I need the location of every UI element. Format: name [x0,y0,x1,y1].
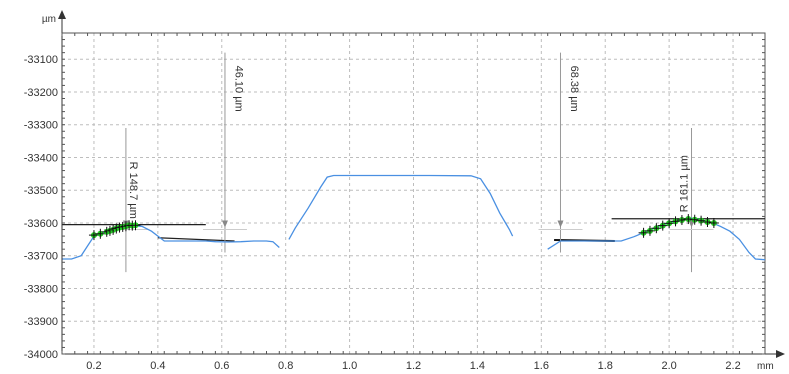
y-tick-label: -33900 [24,316,58,328]
profile-line-segment [62,224,280,260]
marker-arrow [688,220,695,228]
x-axis-arrow [776,350,785,358]
y-tick-label: -33100 [24,54,58,66]
tick-labels: 0.2 0.4 0.6 0.8 1.0 1.2 1.4 1.6 1.8 2.0 2.2 -34000 -… [24,54,741,372]
marker-arrow [221,220,228,228]
x-tick-label: 0.4 [150,360,165,372]
measurement-label: R 148.7 µm [127,162,139,219]
x-tick-label: 2.0 [661,360,676,372]
x-tick-label: 1.2 [406,360,421,372]
x-axis-unit: mm [757,361,774,372]
y-tick-label: -33500 [24,185,58,197]
measurement-markers [103,52,714,273]
x-tick-label: 1.6 [534,360,549,372]
y-tick-label: -33700 [24,251,58,263]
fit-points [88,214,719,241]
y-tick-label: -33200 [24,87,58,99]
grid-lines [62,33,765,355]
y-tick-label: -33300 [24,120,58,132]
profile-series [62,174,766,261]
marker-arrow [557,220,564,228]
axes [58,10,785,358]
measurement-label: 46.10 µm [232,66,244,112]
y-axis-unit: µm [42,14,56,25]
y-tick-label: -33600 [24,218,58,230]
y-tick-label: -33400 [24,152,58,164]
x-tick-label: 1.4 [470,360,485,372]
x-tick-label: 2.2 [725,360,740,372]
profile-line-segment [288,174,514,240]
x-tick-label: 1.0 [342,360,357,372]
x-tick-label: 0.6 [214,360,229,372]
x-tick-label: 1.8 [598,360,613,372]
y-tick-label: -33800 [24,283,58,295]
y-tick-label: -34000 [24,349,58,361]
measurement-annotations: R 148.7 µm 46.10 µm 68.38 µm R 161.1 µm [127,66,691,219]
y-axis-arrow [58,10,66,19]
x-tick-label: 0.8 [278,360,293,372]
reference-line [157,237,235,242]
measurement-label: R 161.1 µm [679,155,691,212]
measurement-label: 68.38 µm [568,66,580,112]
x-tick-label: 0.2 [86,360,101,372]
